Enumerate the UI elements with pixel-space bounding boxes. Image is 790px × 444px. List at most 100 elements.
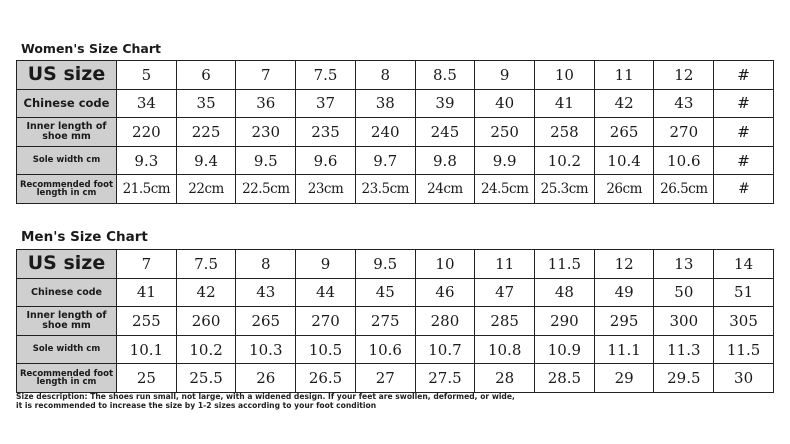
table-cell: 9.9 (474, 145, 536, 176)
row-header-sole-width: Sole width cm (16, 145, 117, 176)
table-cell: 10.6 (653, 145, 715, 176)
table-cell: 35 (175, 88, 237, 119)
table-cell: 27.5 (414, 363, 476, 393)
table-cell: 11.3 (653, 334, 715, 365)
table-cell: 10.7 (414, 334, 476, 365)
table-cell: # (713, 117, 774, 147)
table-cell: 22.5cm (235, 174, 297, 204)
row-header-us-size: US size (16, 249, 117, 279)
table-cell: 10.6 (354, 334, 416, 365)
row-header-us-size: US size (16, 60, 117, 90)
table-cell: 23.5cm (354, 174, 416, 204)
table-cell: 280 (414, 306, 476, 336)
table-cell: 34 (116, 88, 177, 119)
table-cell: 260 (175, 306, 237, 336)
table-cell: 250 (474, 117, 536, 147)
table-cell: 10 (414, 249, 476, 279)
table-cell: 235 (295, 117, 356, 147)
table-cell: 47 (474, 277, 536, 308)
table-cell: 26 (235, 363, 297, 393)
table-cell: 240 (354, 117, 416, 147)
table-row: Inner length of shoe mm 220 225 230 235 … (16, 117, 774, 147)
table-cell: 9.6 (295, 145, 356, 176)
table-cell: 25 (116, 363, 177, 393)
women-size-table: US size 5 6 7 7.5 8 8.5 9 10 11 12 # Chi… (16, 60, 774, 204)
table-cell: 8 (235, 249, 297, 279)
table-cell: 8 (354, 60, 416, 90)
size-description-note: Size description: The shoes run small, n… (16, 392, 515, 411)
table-cell: 29 (593, 363, 655, 393)
table-cell: # (713, 145, 774, 176)
table-cell: 265 (593, 117, 655, 147)
table-cell: 300 (653, 306, 715, 336)
table-cell: 42 (175, 277, 237, 308)
table-cell: 42 (593, 88, 655, 119)
table-cell: 49 (593, 277, 655, 308)
table-cell: 270 (295, 306, 356, 336)
table-cell: 9 (295, 249, 356, 279)
table-cell: 48 (534, 277, 595, 308)
table-cell: 245 (414, 117, 476, 147)
table-cell: 295 (593, 306, 655, 336)
table-cell: 26cm (593, 174, 655, 204)
table-cell: 29.5 (653, 363, 715, 393)
row-header-chinese-code: Chinese code (16, 88, 117, 119)
table-cell: 9.8 (414, 145, 476, 176)
table-cell: 270 (653, 117, 715, 147)
table-cell: 11.5 (534, 249, 595, 279)
table-cell: 37 (295, 88, 356, 119)
table-cell: 7.5 (295, 60, 356, 90)
table-row: Sole width cm 10.1 10.2 10.3 10.5 10.6 1… (16, 334, 774, 365)
table-cell: 10.2 (175, 334, 237, 365)
row-header-chinese-code: Chinese code (16, 277, 117, 308)
table-cell: 13 (653, 249, 715, 279)
table-row: Recommended foot length in cm 25 25.5 26… (16, 363, 774, 393)
table-cell: # (713, 60, 774, 90)
table-cell: 7.5 (175, 249, 237, 279)
table-row: US size 5 6 7 7.5 8 8.5 9 10 11 12 # (16, 60, 774, 90)
table-cell: 11 (474, 249, 536, 279)
table-cell: 9.5 (235, 145, 297, 176)
table-cell: 290 (534, 306, 595, 336)
table-cell: 25.5 (175, 363, 237, 393)
table-cell: 45 (354, 277, 416, 308)
row-header-inner-length: Inner length of shoe mm (16, 306, 117, 336)
table-cell: 5 (116, 60, 177, 90)
table-cell: # (713, 174, 774, 204)
row-header-recommended-foot-length: Recommended foot length in cm (16, 174, 117, 204)
table-cell: 41 (534, 88, 595, 119)
table-cell: 10.5 (295, 334, 356, 365)
table-row: Sole width cm 9.3 9.4 9.5 9.6 9.7 9.8 9.… (16, 145, 774, 176)
table-cell: 10.2 (534, 145, 595, 176)
table-cell: 21.5cm (116, 174, 177, 204)
table-cell: 225 (175, 117, 237, 147)
table-cell: 23cm (295, 174, 356, 204)
table-cell: 10.4 (593, 145, 655, 176)
table-cell: 50 (653, 277, 715, 308)
table-cell: 38 (354, 88, 416, 119)
table-cell: # (713, 88, 774, 119)
table-cell: 36 (235, 88, 297, 119)
table-cell: 28 (474, 363, 536, 393)
table-cell: 258 (534, 117, 595, 147)
table-cell: 10.3 (235, 334, 297, 365)
table-cell: 10.9 (534, 334, 595, 365)
table-cell: 24cm (414, 174, 476, 204)
table-cell: 230 (235, 117, 297, 147)
table-cell: 41 (116, 277, 177, 308)
row-header-sole-width: Sole width cm (16, 334, 117, 365)
table-cell: 11.5 (713, 334, 774, 365)
table-cell: 10.1 (116, 334, 177, 365)
table-cell: 12 (593, 249, 655, 279)
table-cell: 27 (354, 363, 416, 393)
table-cell: 255 (116, 306, 177, 336)
table-cell: 10 (534, 60, 595, 90)
table-cell: 10.8 (474, 334, 536, 365)
table-row: US size 7 7.5 8 9 9.5 10 11 11.5 12 13 1… (16, 249, 774, 279)
table-cell: 46 (414, 277, 476, 308)
table-cell: 26.5cm (653, 174, 715, 204)
men-size-chart-title: Men's Size Chart (21, 229, 148, 245)
table-cell: 9.4 (175, 145, 237, 176)
table-cell: 28.5 (534, 363, 595, 393)
table-cell: 40 (474, 88, 536, 119)
